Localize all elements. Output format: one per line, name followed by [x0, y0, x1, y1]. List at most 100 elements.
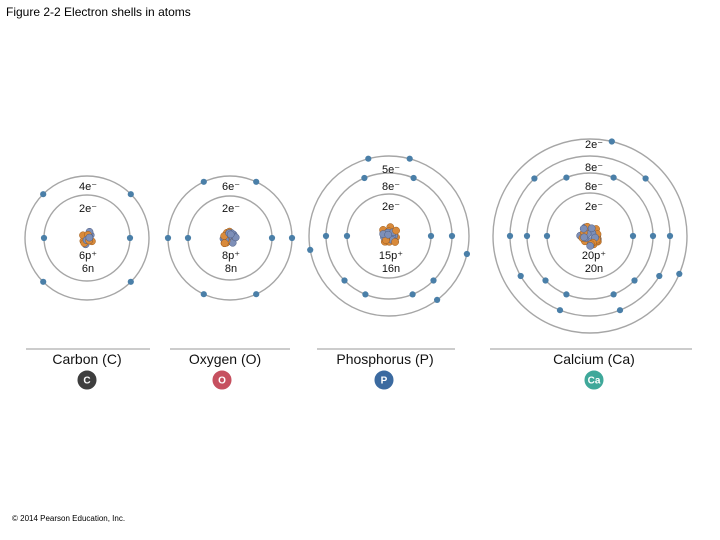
neutron-count: 20n — [585, 263, 603, 275]
electron — [126, 234, 134, 242]
electron — [542, 277, 549, 284]
badge-circle — [373, 369, 395, 391]
electron — [322, 232, 330, 240]
electron — [362, 291, 369, 298]
electron — [610, 291, 617, 298]
nucleus — [79, 227, 96, 249]
electron — [608, 138, 615, 145]
electron-shell — [24, 175, 150, 301]
electron — [556, 307, 564, 314]
electron — [463, 250, 470, 258]
electron — [361, 174, 368, 182]
neutron-count: 8n — [225, 263, 237, 275]
electron — [200, 291, 207, 298]
neutron — [384, 230, 393, 239]
electron — [268, 234, 276, 242]
element-symbol-badge: C — [76, 369, 98, 391]
shell-electron-count: 6e⁻ — [222, 181, 240, 193]
neutron-count: 16n — [382, 263, 400, 275]
element-symbol-badge: O — [211, 369, 233, 391]
neutron — [580, 233, 588, 242]
proton — [391, 238, 399, 246]
shell-electron-count: 8e⁻ — [585, 162, 603, 174]
electron-shell — [308, 155, 470, 317]
badge-circle — [211, 369, 233, 391]
electron — [127, 278, 134, 285]
neutron — [586, 242, 595, 250]
figure-title: Figure 2-2 Electron shells in atoms — [6, 5, 191, 19]
electron — [427, 232, 435, 240]
electron — [200, 178, 207, 185]
nucleus — [576, 222, 602, 250]
atom-oxygen: 2e⁻ 6e⁻ 8p⁺8n Oxygen (O) O — [164, 175, 296, 391]
electron — [410, 174, 417, 182]
electron — [448, 232, 456, 240]
neutron-count: 6n — [82, 263, 94, 275]
electron — [127, 191, 134, 198]
electron — [365, 155, 372, 162]
electron — [434, 296, 441, 303]
shell-electron-count: 2e⁻ — [585, 139, 603, 151]
element-symbol: P — [381, 376, 388, 387]
shell-electron-count: 4e⁻ — [79, 181, 97, 193]
electron — [40, 278, 47, 285]
electron — [409, 291, 416, 298]
nucleus — [379, 223, 400, 246]
electron — [341, 277, 348, 284]
electron-shell — [492, 138, 688, 334]
proton-count: 6p⁺ — [79, 250, 97, 262]
electron — [523, 232, 531, 240]
element-name: Calcium (Ca) — [553, 351, 635, 367]
neutron — [579, 224, 588, 233]
element-symbol-badge: P — [373, 369, 395, 391]
electron — [406, 155, 413, 162]
proton-count: 8p⁺ — [222, 250, 240, 262]
electron — [631, 277, 638, 284]
nucleus — [219, 227, 240, 248]
neutron — [587, 224, 596, 233]
element-symbol-badge: Ca — [583, 369, 605, 391]
electron — [253, 291, 260, 298]
proton-count: 20p⁺ — [582, 250, 606, 262]
electron — [343, 232, 351, 240]
electron — [666, 232, 674, 240]
shell-electron-count: 2e⁻ — [222, 203, 240, 215]
electron — [164, 234, 172, 242]
electron — [642, 175, 649, 182]
element-name: Carbon (C) — [52, 351, 121, 367]
electron — [649, 232, 657, 240]
proton — [220, 239, 229, 248]
shell-electron-count: 2e⁻ — [382, 201, 400, 213]
electron — [430, 277, 437, 284]
electron — [184, 234, 192, 242]
electron — [629, 232, 637, 240]
electron — [307, 246, 314, 253]
electron — [506, 232, 514, 240]
electron — [531, 175, 538, 182]
electron — [253, 178, 260, 185]
neutron — [85, 233, 94, 242]
element-name: Oxygen (O) — [189, 351, 261, 367]
atom-carbon: 2e⁻ 4e⁻ 6p⁺6n Carbon (C) C — [24, 175, 150, 391]
shell-electron-count: 8e⁻ — [382, 181, 400, 193]
copyright-notice: © 2014 Pearson Education, Inc. — [12, 514, 126, 523]
badge-circle — [583, 369, 605, 391]
shell-electron-count: 2e⁻ — [585, 201, 603, 213]
element-name: Phosphorus (P) — [336, 351, 433, 367]
shell-electron-count: 8e⁻ — [585, 181, 603, 193]
electron — [543, 232, 551, 240]
shell-electron-count: 2e⁻ — [79, 203, 97, 215]
element-symbol: C — [83, 376, 90, 387]
electron — [40, 191, 47, 198]
electron — [288, 234, 296, 242]
electron — [616, 307, 624, 314]
electron — [610, 174, 617, 181]
electron — [40, 234, 48, 242]
atom-calcium: 2e⁻ 8e⁻ 8e⁻ 2e⁻ 20p⁺20n Calcium (Ca) Ca — [490, 138, 692, 391]
electron — [563, 291, 570, 298]
badge-circle — [76, 369, 98, 391]
electron — [517, 272, 524, 280]
atom-phosphorus: 2e⁻ 8e⁻ 5e⁻ 15p⁺16n Phosphorus (P) P — [307, 155, 470, 391]
proton — [392, 226, 400, 235]
